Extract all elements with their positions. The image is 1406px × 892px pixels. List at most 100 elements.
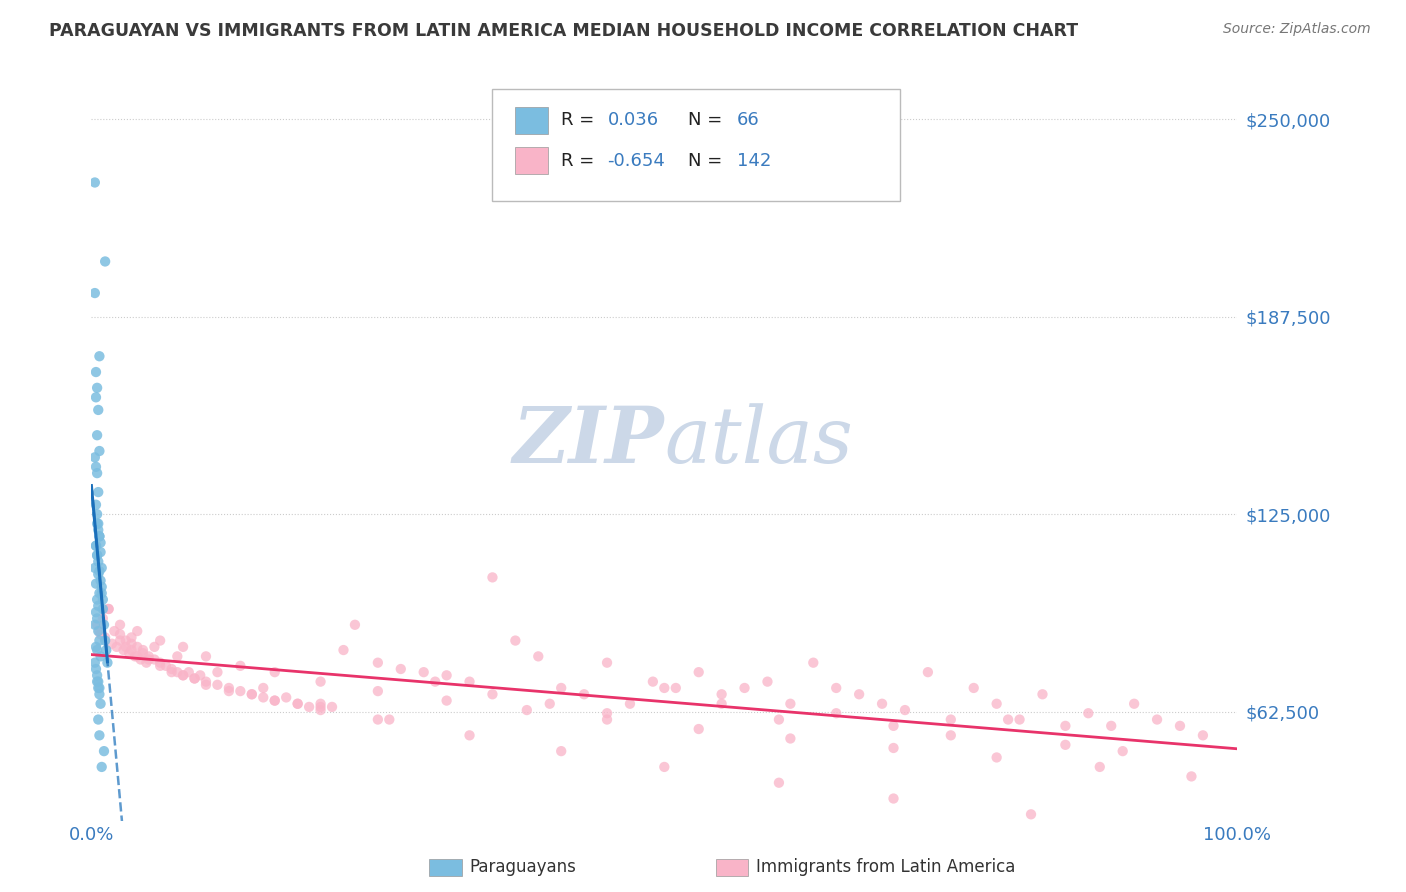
- Bar: [429, 859, 461, 876]
- Point: [1099, 719, 1122, 733]
- Point: [481, 570, 503, 584]
- Point: [665, 681, 688, 695]
- Point: [84, 390, 107, 404]
- Point: [207, 665, 229, 680]
- Point: [86, 428, 108, 442]
- Point: [87, 403, 110, 417]
- Point: [882, 791, 904, 805]
- Point: [458, 674, 481, 689]
- Point: [1008, 713, 1031, 727]
- Point: [166, 665, 188, 680]
- Point: [183, 672, 205, 686]
- Point: [848, 687, 870, 701]
- Point: [641, 674, 664, 689]
- Point: [97, 602, 120, 616]
- Point: [108, 633, 131, 648]
- Point: [87, 555, 110, 569]
- Point: [114, 633, 136, 648]
- Point: [91, 602, 114, 616]
- Point: [108, 627, 131, 641]
- Point: [86, 466, 108, 480]
- Point: [343, 617, 366, 632]
- Point: [332, 643, 354, 657]
- Point: [89, 728, 111, 742]
- Point: [986, 697, 1008, 711]
- Point: [105, 640, 128, 654]
- Point: [939, 713, 962, 727]
- Point: [218, 684, 240, 698]
- Point: [882, 741, 904, 756]
- Point: [86, 507, 108, 521]
- Text: R =: R =: [561, 112, 600, 129]
- Point: [86, 611, 108, 625]
- Point: [516, 703, 538, 717]
- Point: [596, 706, 619, 721]
- Point: [1146, 713, 1168, 727]
- Point: [84, 662, 107, 676]
- Point: [596, 656, 619, 670]
- Text: 66: 66: [737, 112, 759, 129]
- Point: [149, 656, 172, 670]
- Point: [367, 713, 389, 727]
- Point: [1111, 744, 1133, 758]
- Point: [160, 665, 183, 680]
- Point: [84, 539, 107, 553]
- Text: PARAGUAYAN VS IMMIGRANTS FROM LATIN AMERICA MEDIAN HOUSEHOLD INCOME CORRELATION : PARAGUAYAN VS IMMIGRANTS FROM LATIN AMER…: [49, 22, 1078, 40]
- Point: [298, 699, 321, 714]
- Point: [138, 652, 160, 666]
- Point: [89, 687, 111, 701]
- Point: [309, 699, 332, 714]
- Point: [97, 602, 120, 616]
- Point: [458, 728, 481, 742]
- Point: [86, 381, 108, 395]
- Point: [86, 643, 108, 657]
- Text: -0.654: -0.654: [607, 152, 665, 169]
- Point: [367, 684, 389, 698]
- Text: Immigrants from Latin America: Immigrants from Latin America: [756, 858, 1015, 876]
- Point: [87, 674, 110, 689]
- Point: [114, 640, 136, 654]
- Point: [90, 561, 112, 575]
- Point: [84, 365, 107, 379]
- Point: [87, 681, 110, 695]
- Point: [96, 643, 118, 657]
- Point: [378, 713, 401, 727]
- Point: [1180, 769, 1202, 783]
- Point: [218, 681, 240, 695]
- Point: [149, 633, 172, 648]
- Point: [84, 605, 107, 619]
- Point: [263, 693, 285, 707]
- Point: [183, 672, 205, 686]
- Point: [768, 713, 790, 727]
- Point: [194, 649, 217, 664]
- Point: [84, 576, 107, 591]
- Point: [127, 624, 149, 639]
- Point: [89, 444, 111, 458]
- Point: [263, 693, 285, 707]
- Point: [84, 539, 107, 553]
- Point: [90, 574, 112, 588]
- Point: [240, 687, 263, 701]
- Point: [86, 548, 108, 563]
- Point: [1054, 738, 1077, 752]
- Point: [132, 643, 155, 657]
- Point: [997, 713, 1019, 727]
- Point: [194, 674, 217, 689]
- Point: [436, 693, 458, 707]
- Bar: [716, 859, 748, 876]
- Point: [86, 668, 108, 682]
- Point: [538, 697, 561, 711]
- Point: [287, 697, 309, 711]
- Point: [436, 668, 458, 682]
- Point: [252, 681, 274, 695]
- Point: [84, 640, 107, 654]
- Point: [86, 548, 108, 563]
- Point: [91, 592, 114, 607]
- Point: [90, 545, 112, 559]
- Point: [309, 703, 332, 717]
- Point: [155, 658, 177, 673]
- Point: [1123, 697, 1146, 711]
- Point: [89, 529, 111, 543]
- Point: [94, 254, 117, 268]
- Point: [188, 668, 211, 682]
